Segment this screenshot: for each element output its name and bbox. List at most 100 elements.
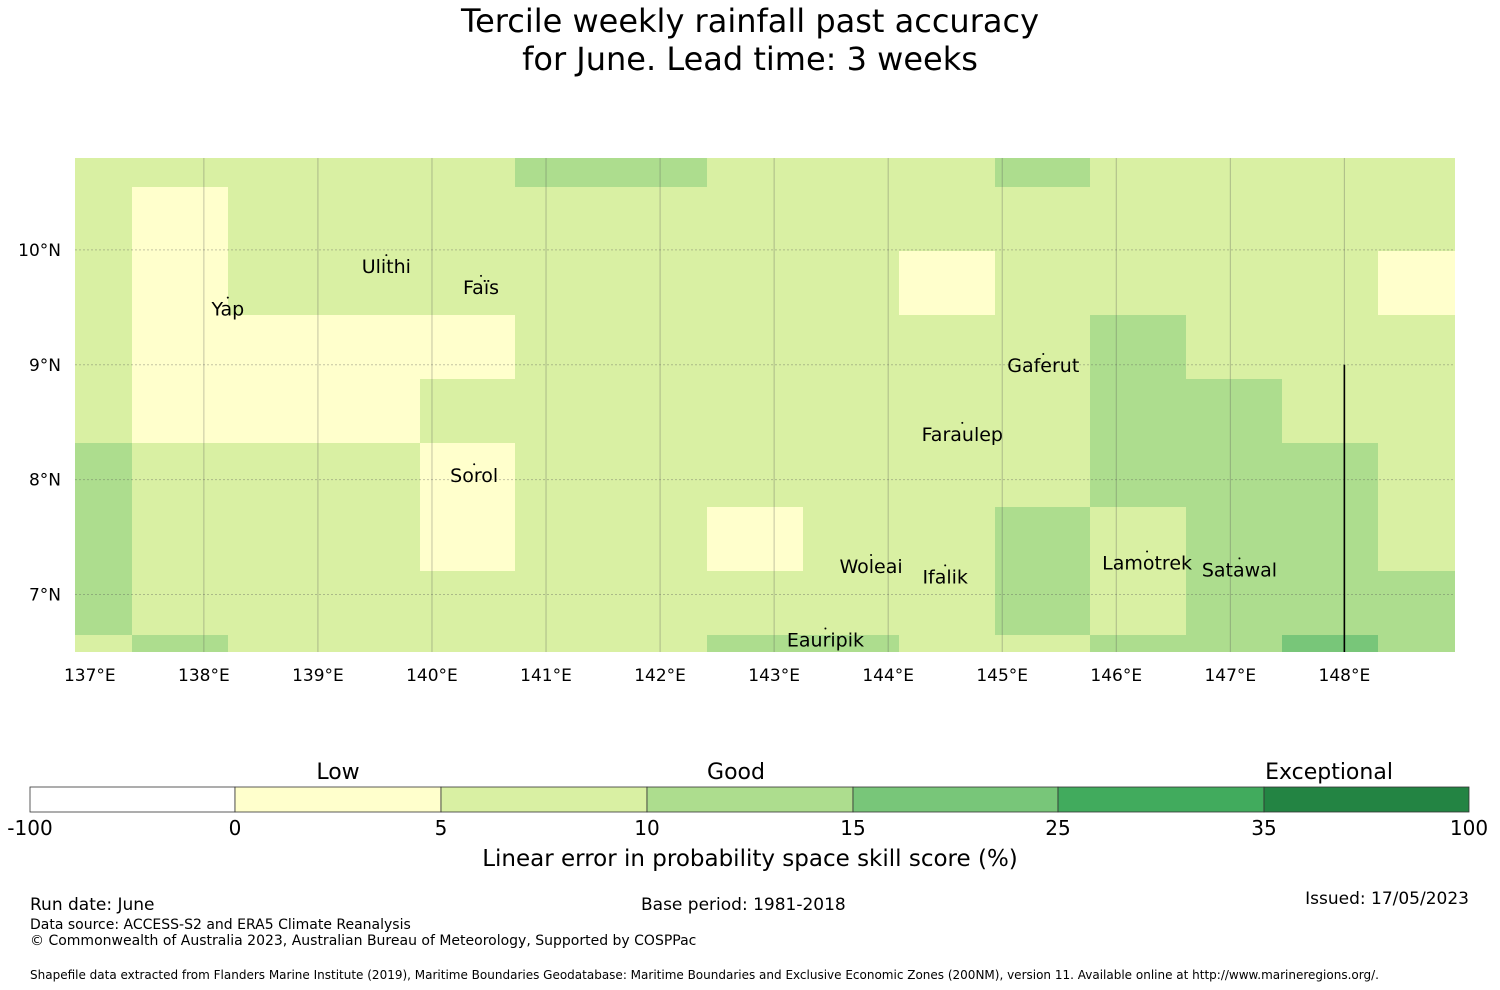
colorbar-tick: 0 <box>228 816 242 840</box>
grid-cell <box>899 571 995 635</box>
grid-cell <box>1378 251 1455 315</box>
grid-cell <box>611 251 707 315</box>
grid-cell <box>995 251 1090 315</box>
map-title-line2: for June. Lead time: 3 weeks <box>522 40 978 78</box>
colorbar-segment <box>1263 786 1470 813</box>
grid-cell <box>1378 507 1455 571</box>
colorbar-tick: 15 <box>840 816 866 840</box>
grid-cell <box>1282 379 1378 443</box>
island-marker <box>473 463 476 466</box>
grid-cell <box>324 315 420 379</box>
grid-cell <box>75 379 132 443</box>
grid-cell <box>899 251 995 315</box>
grid-cell <box>707 251 803 315</box>
grid-cell <box>132 315 228 379</box>
grid-cell <box>75 251 132 315</box>
grid-cell <box>1186 251 1282 315</box>
map-axes: 137°E 138°E 139°E 140°E 141°E 142°E 143°E 144°E… <box>18 241 1370 686</box>
grid-cell <box>228 251 324 315</box>
grid-cell <box>707 443 803 507</box>
grid-cell <box>707 571 803 635</box>
grid-cell <box>132 443 228 507</box>
colorbar-segment <box>29 786 236 813</box>
grid-cell <box>420 315 515 379</box>
island-label: Lamotrek <box>1102 553 1192 575</box>
grid-cell <box>899 187 995 251</box>
category-exceptional: Exceptional <box>1265 760 1393 785</box>
grid-cell <box>995 315 1090 379</box>
grid-cell <box>899 315 995 379</box>
grid-cell <box>995 443 1090 507</box>
grid-cell <box>1282 443 1378 507</box>
grid-cell <box>803 158 899 187</box>
lon-tick-label: 141°E <box>520 666 572 686</box>
colorbar-tick: 10 <box>634 816 660 840</box>
grid-cell <box>228 635 324 652</box>
colorbar-tick: 25 <box>1045 816 1071 840</box>
lat-tick-label: 7°N <box>29 586 61 606</box>
category-low: Low <box>316 760 360 785</box>
grid-cell <box>515 315 611 379</box>
grid-cell <box>1378 187 1455 251</box>
grid-cell <box>707 158 803 187</box>
grid-cell <box>228 315 324 379</box>
skill-grid <box>75 158 1455 652</box>
grid-cell <box>1186 187 1282 251</box>
lon-tick-label: 148°E <box>1319 666 1371 686</box>
grid-cell <box>995 158 1090 187</box>
lon-tick-label: 146°E <box>1090 666 1142 686</box>
colorbar-tick: 5 <box>434 816 448 840</box>
grid-cell <box>707 379 803 443</box>
grid-cell <box>1090 187 1186 251</box>
grid-cell <box>1186 635 1282 652</box>
island-marker <box>961 421 964 424</box>
grid-cell <box>995 187 1090 251</box>
grid-cell <box>324 443 420 507</box>
grid-cell <box>324 251 420 315</box>
island-labels: Ulithi Faïs Yap Gaferut Faraulep Sorol Woleai I… <box>210 254 1277 652</box>
grid-cell <box>611 571 707 635</box>
grid-cell <box>1186 158 1282 187</box>
grid-cell <box>1282 251 1378 315</box>
grid-cell <box>132 507 228 571</box>
grid-cell <box>132 187 228 251</box>
grid-cell <box>1090 379 1186 443</box>
grid-cell <box>324 571 420 635</box>
lon-tick-label: 142°E <box>634 666 686 686</box>
island-marker <box>480 274 483 277</box>
colorbar-tick: -100 <box>7 816 53 840</box>
shapefile-credit: Shapefile data extracted from Flanders M… <box>30 968 1379 982</box>
grid-cell <box>1090 443 1186 507</box>
island-marker <box>824 627 827 630</box>
grid-cell <box>803 379 899 443</box>
grid-cell <box>75 443 132 507</box>
grid-cell <box>611 507 707 571</box>
island-marker <box>226 296 229 299</box>
grid-cell <box>1186 315 1282 379</box>
grid-cell <box>228 187 324 251</box>
grid-cell <box>420 379 515 443</box>
grid-cell <box>420 507 515 571</box>
grid-cell <box>324 187 420 251</box>
grid-cell <box>75 187 132 251</box>
grid-cell <box>707 315 803 379</box>
grid-cell <box>611 315 707 379</box>
grid-cell <box>515 187 611 251</box>
island-label: Gaferut <box>1007 355 1079 377</box>
island-marker <box>1238 557 1241 560</box>
grid-cell <box>515 443 611 507</box>
island-label: Ifalik <box>922 566 968 588</box>
colorbar <box>29 786 1470 813</box>
grid-cell <box>803 251 899 315</box>
island-label: Yap <box>210 299 244 321</box>
lat-tick-label: 10°N <box>18 241 61 261</box>
lon-tick-label: 140°E <box>406 666 458 686</box>
grid-cell <box>1186 507 1282 571</box>
grid-cell <box>1282 158 1378 187</box>
grid-cell <box>324 507 420 571</box>
island-label: Woleai <box>839 556 902 578</box>
grid-cell <box>803 507 899 571</box>
grid-cell <box>1090 635 1186 652</box>
grid-cell <box>995 571 1090 635</box>
grid-cell <box>420 571 515 635</box>
